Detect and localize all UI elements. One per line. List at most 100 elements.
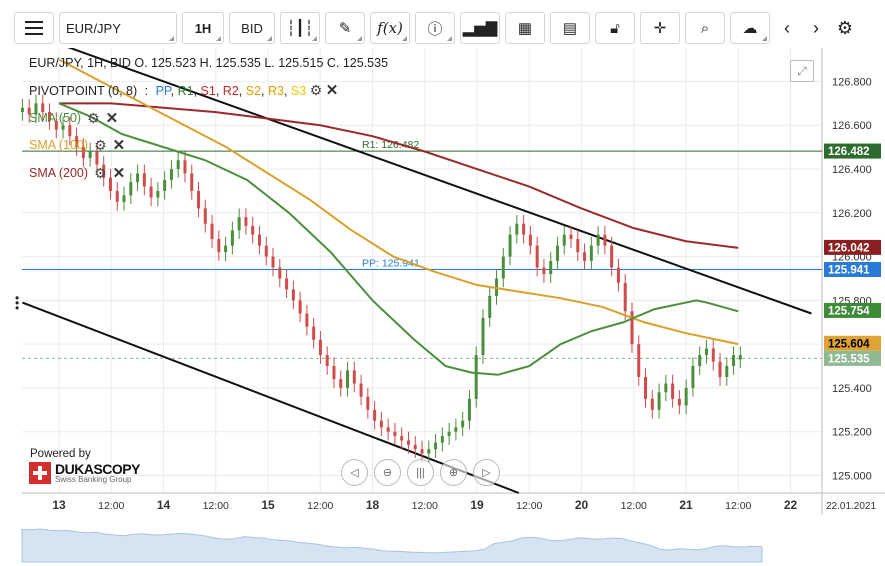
price-tag	[824, 239, 881, 255]
candle-body	[48, 112, 52, 121]
x-tick-label: 18	[366, 498, 380, 512]
powered-by: Powered by	[30, 448, 91, 460]
toolbar: EUR/JPY 1H BID ┆┃┆ ✎ f(x) ⓘ ▂▅▇ ▦ ▤ 🔓︎ ✛…	[14, 8, 885, 48]
logo-tagline: Swiss Banking Group	[55, 475, 132, 484]
chart-type-button[interactable]: ┆┃┆	[280, 12, 320, 44]
candle-body	[149, 186, 153, 198]
chart-area[interactable]: 126.800 126.600 126.400 126.200 126.000 125.8…	[0, 48, 885, 566]
volume-button[interactable]: ▂▅▇	[460, 12, 500, 44]
candle-body	[677, 398, 681, 406]
close-icon[interactable]: ✕	[112, 137, 126, 154]
expand-button[interactable]: ⤢	[790, 60, 814, 82]
close-icon[interactable]: ✕	[112, 165, 126, 182]
candle-body	[244, 217, 248, 226]
gear-icon[interactable]: ⚙	[87, 109, 100, 126]
settings-button[interactable]: ⚙	[833, 12, 857, 44]
candle-body	[237, 217, 241, 231]
candle-body	[41, 103, 45, 113]
symbol-select[interactable]: EUR/JPY	[59, 12, 177, 44]
reset-button[interactable]: |||	[407, 459, 434, 486]
news-button[interactable]: ▤	[550, 12, 590, 44]
zoom-button[interactable]: ⌕	[685, 12, 725, 44]
close-icon[interactable]: ✕	[325, 82, 339, 99]
zoom-out-button[interactable]: ⊖	[374, 459, 401, 486]
chevron-right-icon: ›	[813, 17, 819, 38]
candle-body	[217, 239, 221, 253]
price-tag	[824, 335, 881, 351]
candle-body	[163, 179, 167, 191]
candle-body	[54, 120, 58, 130]
gear-icon[interactable]: ⚙	[94, 164, 107, 181]
candle-body	[318, 339, 322, 356]
candle-body	[224, 245, 228, 253]
crosshair-button[interactable]: ✛	[640, 12, 680, 44]
save-button[interactable]: ☁	[730, 12, 770, 44]
menu-button[interactable]	[14, 12, 54, 44]
candle-body	[650, 398, 654, 410]
candle-body	[20, 107, 24, 113]
resize-handle[interactable]: • • •	[15, 291, 20, 315]
close-icon[interactable]: ✕	[105, 110, 119, 127]
candle-body	[197, 190, 201, 209]
candle-body	[230, 230, 234, 246]
price-side-select[interactable]: BID	[229, 12, 275, 44]
candle-body	[481, 317, 485, 356]
info-icon: ⓘ	[427, 20, 443, 38]
zoom-in-button[interactable]: ⊕	[440, 459, 467, 486]
x-tick-label: 12:00	[725, 500, 751, 512]
gear-icon[interactable]: ⚙	[309, 82, 323, 98]
y-tick-label: 126.600	[832, 120, 872, 132]
scroll-left-button[interactable]: ‹	[775, 12, 799, 44]
candle-body	[447, 431, 451, 437]
function-icon: f(x)	[377, 19, 403, 37]
lock-button[interactable]: 🔓︎	[595, 12, 635, 44]
lock-icon: 🔓︎	[610, 19, 620, 37]
indicator-label: SMA (50)	[29, 111, 82, 125]
candle-body	[359, 383, 363, 397]
legend-r2: R2	[222, 84, 239, 98]
triangle-right-icon: ▷	[482, 467, 491, 479]
legend-pp: PP	[155, 84, 171, 98]
candle-body	[440, 436, 444, 443]
candle-body	[176, 160, 180, 170]
candle-body	[589, 245, 593, 261]
candle-body	[156, 190, 160, 198]
candle-body	[285, 278, 289, 290]
candle-body	[542, 267, 546, 275]
indicator-label: SMA (100)	[29, 138, 89, 152]
candle-body	[346, 370, 350, 388]
candle-body	[352, 370, 356, 384]
indicator-sma-100: SMA (100) ⚙ ✕	[29, 136, 126, 155]
price-side-label: BID	[241, 20, 263, 36]
candle-body	[725, 366, 729, 377]
price-tag-label: 125.604	[828, 338, 870, 350]
date-label: 22.01.2021	[826, 501, 876, 512]
calendar-button[interactable]: ▦	[505, 12, 545, 44]
scroll-right-button[interactable]: ›	[804, 12, 828, 44]
price-tag	[824, 302, 881, 318]
candle-body	[169, 169, 173, 180]
x-tick-label: 22	[784, 498, 798, 512]
candle-body	[271, 256, 275, 268]
timeframe-select[interactable]: 1H	[182, 12, 224, 44]
ohlc-info: EUR/JPY, 1H, BID O. 125.523 H. 125.535 L…	[29, 56, 389, 70]
price-chart[interactable]: 126.800126.600126.400126.200126.000125.8…	[0, 48, 885, 566]
candle-body	[183, 160, 187, 174]
legend-s3: S3	[290, 84, 307, 98]
drawing-tools-button[interactable]: ✎	[325, 12, 365, 44]
indicators-button[interactable]: f(x)	[370, 12, 410, 44]
candle-body	[501, 256, 505, 279]
candle-body	[291, 289, 295, 301]
candle-body	[718, 361, 722, 377]
pivot-legend: PIVOTPOINT (0, 8) : PP, R1, S1, R2, S2, …	[29, 82, 339, 99]
sma-50-line	[58, 102, 739, 376]
candle-body	[555, 245, 559, 261]
pan-left-button[interactable]: ◁	[341, 459, 368, 486]
x-tick-label: 21	[679, 498, 693, 512]
info-button[interactable]: ⓘ	[415, 12, 455, 44]
crosshair-icon: ✛	[653, 20, 667, 37]
level-label-r1: R1: 126.482	[362, 139, 419, 151]
gear-icon[interactable]: ⚙	[94, 136, 107, 153]
candle-body	[257, 234, 261, 246]
pan-right-button[interactable]: ▷	[473, 459, 500, 486]
